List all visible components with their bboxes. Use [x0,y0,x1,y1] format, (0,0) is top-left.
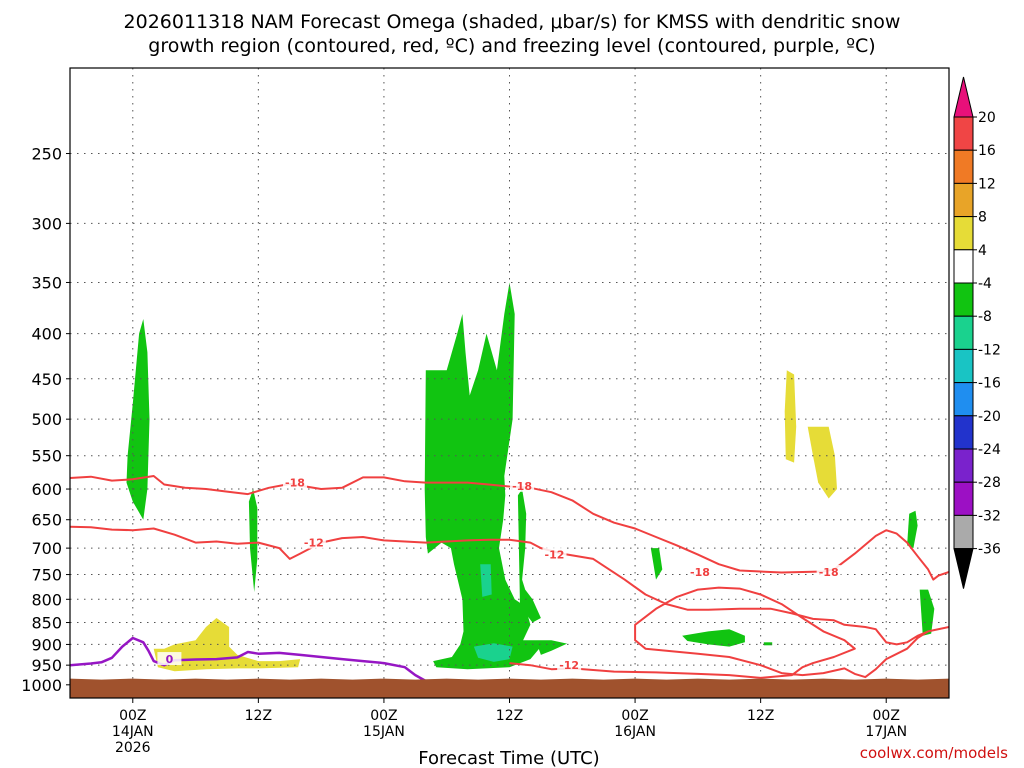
omega-shade-neg8-1 [473,643,513,662]
y-tick-label-300: 300 [31,214,62,233]
contour-neg12 [70,525,949,679]
colorbar-box-9 [953,415,974,450]
omega-shade-neg8-0 [480,564,492,597]
colorbar-box-3 [953,216,974,251]
x-tick-label-5-0: 12Z [747,708,774,724]
y-tick-label-700: 700 [31,539,62,558]
y-tick-label-1000: 1000 [21,676,62,695]
x-tick-label-6-1: 17JAN [865,724,907,740]
y-tick-label-450: 450 [31,370,62,389]
contour-label-neg18-3: -18 [819,566,839,579]
x-tick-label-0-2: 2026 [115,740,151,756]
colorbar-box-6 [953,315,974,350]
y-tick-label-650: 650 [31,511,62,530]
omega-shade-4-1 [784,370,797,463]
plot-area: -18 -18 -18 -18 -12 -12 -12 0 250 300 350 400 450 500… [21,67,950,756]
colorbar-box-2 [953,182,974,218]
y-tick-label-550: 550 [31,447,62,466]
y-tick-label-750: 750 [31,566,62,585]
colorbar-box-12 [953,514,974,550]
x-tick-label-4-0: 00Z [621,708,648,724]
omega-shade-neg4-3 [517,489,541,623]
contour-0 [70,636,427,683]
y-tick-label-250: 250 [31,145,62,164]
colorbar-label-0: 20 [978,110,996,126]
contour-label-neg18-1: -18 [512,480,532,493]
omega-shade-neg4-5 [650,548,663,580]
colorbar-label-1: 16 [978,143,996,159]
contour-label-neg18-2: -18 [690,566,710,579]
contour-label-neg12-1: -12 [545,549,565,562]
contour-neg18 [70,475,949,581]
colorbar-label-9: -20 [978,409,1001,425]
omega-shade-neg4-4 [535,640,568,655]
colorbar-label-7: -12 [978,342,1001,358]
x-tick-label-6-0: 00Z [873,708,900,724]
omega-shade-neg4-9 [919,589,935,636]
ground-terrain [70,678,949,698]
x-axis-label: Forecast Time (UTC) [418,748,599,768]
colorbar-box-10 [953,448,974,483]
colorbar-label-8: -16 [978,376,1001,392]
x-tick-label-3-0: 12Z [496,708,523,724]
omega-shade-neg4-0 [126,319,150,520]
omega-shade-neg4-8 [907,510,918,549]
x-tick-label-4-1: 16JAN [614,724,656,740]
x-tick-label-0-1: 14JAN [112,724,154,740]
contour-label-neg18-0: -18 [285,477,305,490]
colorbar-box-8 [953,382,974,417]
y-tick-label-950: 950 [31,656,62,675]
colorbar-label-10: -24 [978,442,1001,458]
y-tick-label-900: 900 [31,635,62,654]
contour-label-0-0: 0 [166,653,174,666]
y-tick-label-600: 600 [31,480,62,499]
omega-shade-neg4-6 [682,629,745,647]
colorbar-label-2: 12 [978,176,996,192]
y-tick-label-400: 400 [31,325,62,344]
contour-label-neg12-2: -12 [559,659,579,672]
x-tick-label-2-0: 00Z [370,708,397,724]
colorbar-box-0 [953,116,974,151]
y-tick-label-500: 500 [31,410,62,429]
contour-label-neg12-0: -12 [304,537,324,550]
x-tick-label-0-0: 00Z [119,708,146,724]
y-tick-label-850: 850 [31,614,62,633]
colorbar: 20 16 12 8 4 -4 -8 -12 -16 -20 -24 -28 -32 -36 [953,76,1001,589]
plot-content: -18 -18 -18 -18 -12 -12 -12 0 [70,68,949,698]
chart-title-line1: 2026011318 NAM Forecast Omega (shaded, μ… [124,11,901,33]
colorbar-label-11: -28 [978,475,1001,491]
colorbar-label-6: -8 [978,309,992,325]
colorbar-label-5: -4 [978,276,992,292]
colorbar-box-4 [953,249,974,284]
colorbar-label-12: -32 [978,508,1001,524]
chart-title-line2: growth region (contoured, red, ºC) and f… [148,35,875,57]
y-tick-label-800: 800 [31,590,62,609]
colorbar-box-11 [953,481,974,516]
x-tick-label-1-0: 12Z [245,708,272,724]
omega-shade-4-0 [153,618,301,672]
x-tick-label-2-1: 15JAN [363,724,405,740]
omega-shade-neg4-1 [248,489,258,592]
colorbar-label-13: -36 [978,542,1001,558]
credit-text: coolwx.com/models [860,744,1008,762]
colorbar-box-5 [953,282,974,317]
y-tick-label-350: 350 [31,273,62,292]
omega-shade-4-2 [807,426,837,499]
colorbar-bottom-arrow [953,548,974,589]
colorbar-box-1 [953,149,974,184]
colorbar-label-3: 8 [978,210,987,226]
colorbar-box-7 [953,348,974,384]
colorbar-label-4: 4 [978,243,987,259]
